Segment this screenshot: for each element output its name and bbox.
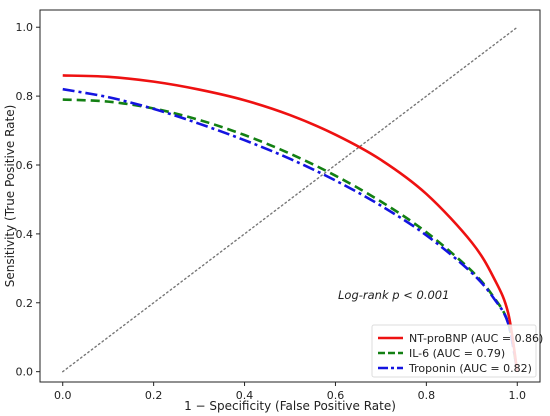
y-tick-label: 0.4	[16, 228, 34, 241]
x-tick-label: 0.8	[418, 389, 436, 402]
x-tick-label: 0.4	[236, 389, 254, 402]
legend: NT-proBNP (AUC = 0.86) IL-6 (AUC = 0.79) T…	[371, 324, 543, 378]
y-tick-label: 0.8	[16, 90, 34, 103]
legend-item-troponin-label: Troponin (AUC = 0.82)	[408, 362, 532, 375]
legend-item-nt-probnp-label: NT-proBNP (AUC = 0.86)	[409, 332, 543, 345]
x-tick-label: 1.0	[509, 389, 527, 402]
y-tick-label: 1.0	[16, 21, 34, 34]
x-tick-label: 0.6	[327, 389, 345, 402]
x-axis-label: 1 − Specificity (False Positive Rate)	[184, 399, 396, 413]
series-line-nt-probnp	[62, 74, 519, 372]
legend-box	[371, 324, 537, 378]
reference-diagonal-line	[62, 26, 518, 373]
y-axis-ticks: 0.0 0.2 0.4 0.6 0.8 1.0	[16, 21, 40, 379]
plot-area	[39, 9, 541, 383]
y-axis-label: Sensitivity (True Positive Rate)	[3, 105, 17, 288]
series-line-troponin	[62, 87, 519, 372]
y-tick-label: 0.0	[16, 366, 34, 379]
x-tick-label: 0.2	[145, 389, 163, 402]
x-axis-ticks: 0.0 0.2 0.4 0.6 0.8 1.0	[54, 382, 526, 402]
x-tick-label: 0.0	[54, 389, 72, 402]
significance-annotation: Log-rank p < 0.001	[338, 288, 449, 302]
y-tick-label: 0.6	[16, 159, 34, 172]
legend-item-il-6-label: IL-6 (AUC = 0.79)	[409, 347, 505, 360]
series-lines	[62, 26, 519, 373]
y-tick-label: 0.2	[16, 297, 34, 310]
